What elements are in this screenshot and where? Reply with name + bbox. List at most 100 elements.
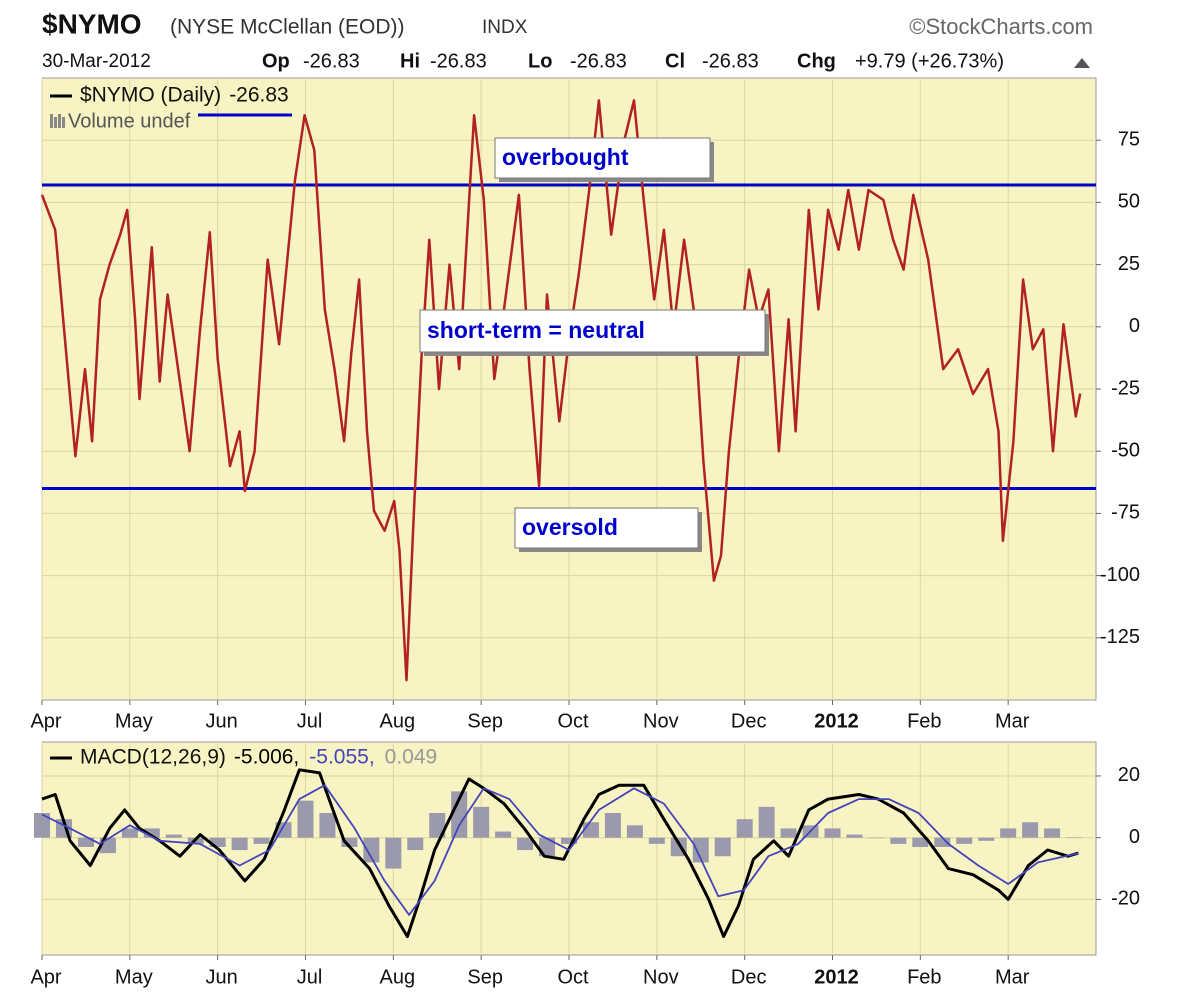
histogram-bar [780, 828, 797, 838]
y-tick-label: -50 [1111, 439, 1140, 461]
y-tick-label: -75 [1111, 502, 1140, 524]
x-tick-label: Oct [557, 710, 589, 732]
x-tick-label: Nov [643, 966, 679, 988]
change-label: Chg [797, 50, 836, 72]
volume-legend: Volume undef [68, 110, 191, 132]
histogram-bar [495, 831, 512, 838]
volume-icon [50, 114, 53, 128]
annotation: overbought [502, 144, 629, 170]
change: +9.79 (+26.73%) [855, 50, 1004, 72]
date: 30-Mar-2012 [42, 51, 151, 72]
histogram-bar [121, 828, 138, 838]
histogram-bar [714, 837, 731, 857]
histogram-bar [692, 837, 709, 863]
annotation: oversold [522, 514, 618, 540]
x-tick-label: Sep [467, 710, 503, 732]
histogram-bar [582, 822, 599, 838]
histogram-bar [561, 837, 577, 844]
index-name: (NYSE McClellan (EOD)) [170, 16, 405, 39]
x-tick-label: May [115, 966, 153, 988]
x-tick-label: Feb [907, 966, 941, 988]
data-line [41, 768, 1079, 938]
close-label: Cl [665, 50, 685, 72]
histogram-bar [1066, 837, 1083, 839]
x-tick-label: Aug [380, 710, 416, 732]
histogram-bar [209, 837, 226, 847]
histogram-bar [341, 837, 358, 847]
y-tick-label: -125 [1100, 626, 1140, 648]
high-label: Hi [400, 50, 420, 72]
histogram-bar [319, 813, 336, 838]
high: -26.83 [430, 50, 487, 72]
data-line [41, 784, 1079, 916]
x-tick-label: Apr [30, 966, 61, 988]
histogram-bar [912, 837, 929, 847]
x-tick-label: Mar [995, 966, 1030, 988]
histogram-bar [626, 825, 643, 838]
open-label: Op [262, 50, 290, 72]
open: -26.83 [303, 50, 360, 72]
histogram-bar [890, 837, 907, 844]
y-tick-label: 25 [1118, 253, 1140, 275]
x-tick-label: Jul [297, 966, 323, 988]
x-tick-label: 2012 [814, 966, 859, 988]
x-tick-label: Mar [995, 710, 1030, 732]
data-line [40, 99, 1082, 682]
histogram-bar [934, 837, 951, 847]
histogram-bar [978, 837, 995, 841]
y-tick-label: 50 [1118, 191, 1140, 213]
y-tick-label: -25 [1111, 377, 1140, 399]
histogram-bar [1000, 828, 1017, 838]
x-tick-label: Aug [380, 966, 416, 988]
histogram-bar [231, 837, 248, 851]
histogram-bar [1044, 828, 1061, 838]
volume-icon [54, 117, 57, 128]
histogram-bar [451, 791, 468, 838]
histogram-bar [363, 837, 380, 863]
volume-icon [62, 117, 65, 128]
legend-value: -26.83 [229, 84, 289, 107]
y-tick-label: 0 [1129, 826, 1140, 848]
legend-value: -5.006, [234, 746, 299, 769]
x-tick-label: Dec [731, 966, 767, 988]
volume-icon [58, 114, 61, 128]
legend-label: MACD(12,26,9) [80, 746, 226, 769]
change-arrow [1074, 58, 1090, 68]
low: -26.83 [570, 50, 627, 72]
close: -26.83 [702, 50, 759, 72]
histogram-bar [77, 837, 94, 847]
histogram-bar [517, 837, 534, 851]
histogram-bar [143, 828, 160, 838]
histogram-bar [473, 806, 490, 838]
y-tick-label: 20 [1118, 764, 1140, 786]
annotation-box [514, 507, 699, 549]
y-tick-label: 0 [1129, 315, 1140, 337]
legend-value: -5.055, [309, 746, 374, 769]
y-tick-label: -20 [1111, 888, 1140, 910]
annotation-box [494, 137, 711, 179]
x-tick-label: Feb [907, 710, 941, 732]
low-label: Lo [528, 50, 552, 72]
histogram-bar [165, 834, 182, 838]
x-tick-label: Jul [297, 710, 323, 732]
histogram-bar [956, 837, 973, 844]
histogram-bar [1022, 822, 1039, 838]
annotation-box [419, 309, 766, 353]
x-tick-label: Nov [643, 710, 679, 732]
y-tick-label: -100 [1100, 564, 1140, 586]
histogram-bar [824, 828, 841, 838]
histogram-bar [846, 834, 863, 838]
exchange: INDX [482, 17, 528, 38]
annotation: short-term = neutral [427, 317, 645, 343]
x-tick-label: Oct [557, 966, 589, 988]
symbol: $NYMO [42, 8, 142, 39]
x-tick-label: Jun [206, 710, 238, 732]
x-tick-label: Jun [206, 966, 238, 988]
histogram-bar [407, 837, 424, 851]
histogram-bar [429, 813, 446, 838]
x-tick-label: Sep [467, 966, 503, 988]
x-tick-label: Dec [731, 710, 767, 732]
histogram-bar [253, 837, 270, 844]
x-tick-label: May [115, 710, 153, 732]
